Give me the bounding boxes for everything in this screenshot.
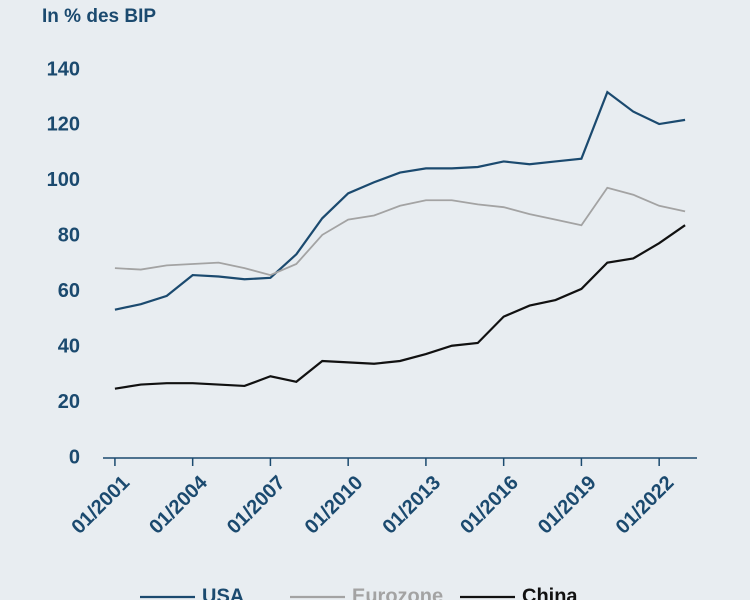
series-line (114, 90, 686, 311)
y-tick-label: 0 (69, 446, 80, 468)
legend-label: Eurozone (352, 585, 443, 600)
y-tick-label: 120 (47, 114, 80, 136)
series-line (114, 224, 686, 390)
y-tick-label: 20 (58, 391, 80, 413)
y-tick-label: 80 (58, 225, 80, 247)
series-line (114, 186, 686, 277)
legend-label: USA (202, 585, 244, 600)
legend-label: China (522, 585, 578, 600)
y-tick-label: 40 (58, 335, 80, 357)
y-axis-label: In % des BIP (42, 6, 156, 27)
y-tick-label: 60 (58, 280, 80, 302)
y-tick-label: 140 (47, 58, 80, 80)
y-tick-label: 100 (47, 169, 80, 191)
